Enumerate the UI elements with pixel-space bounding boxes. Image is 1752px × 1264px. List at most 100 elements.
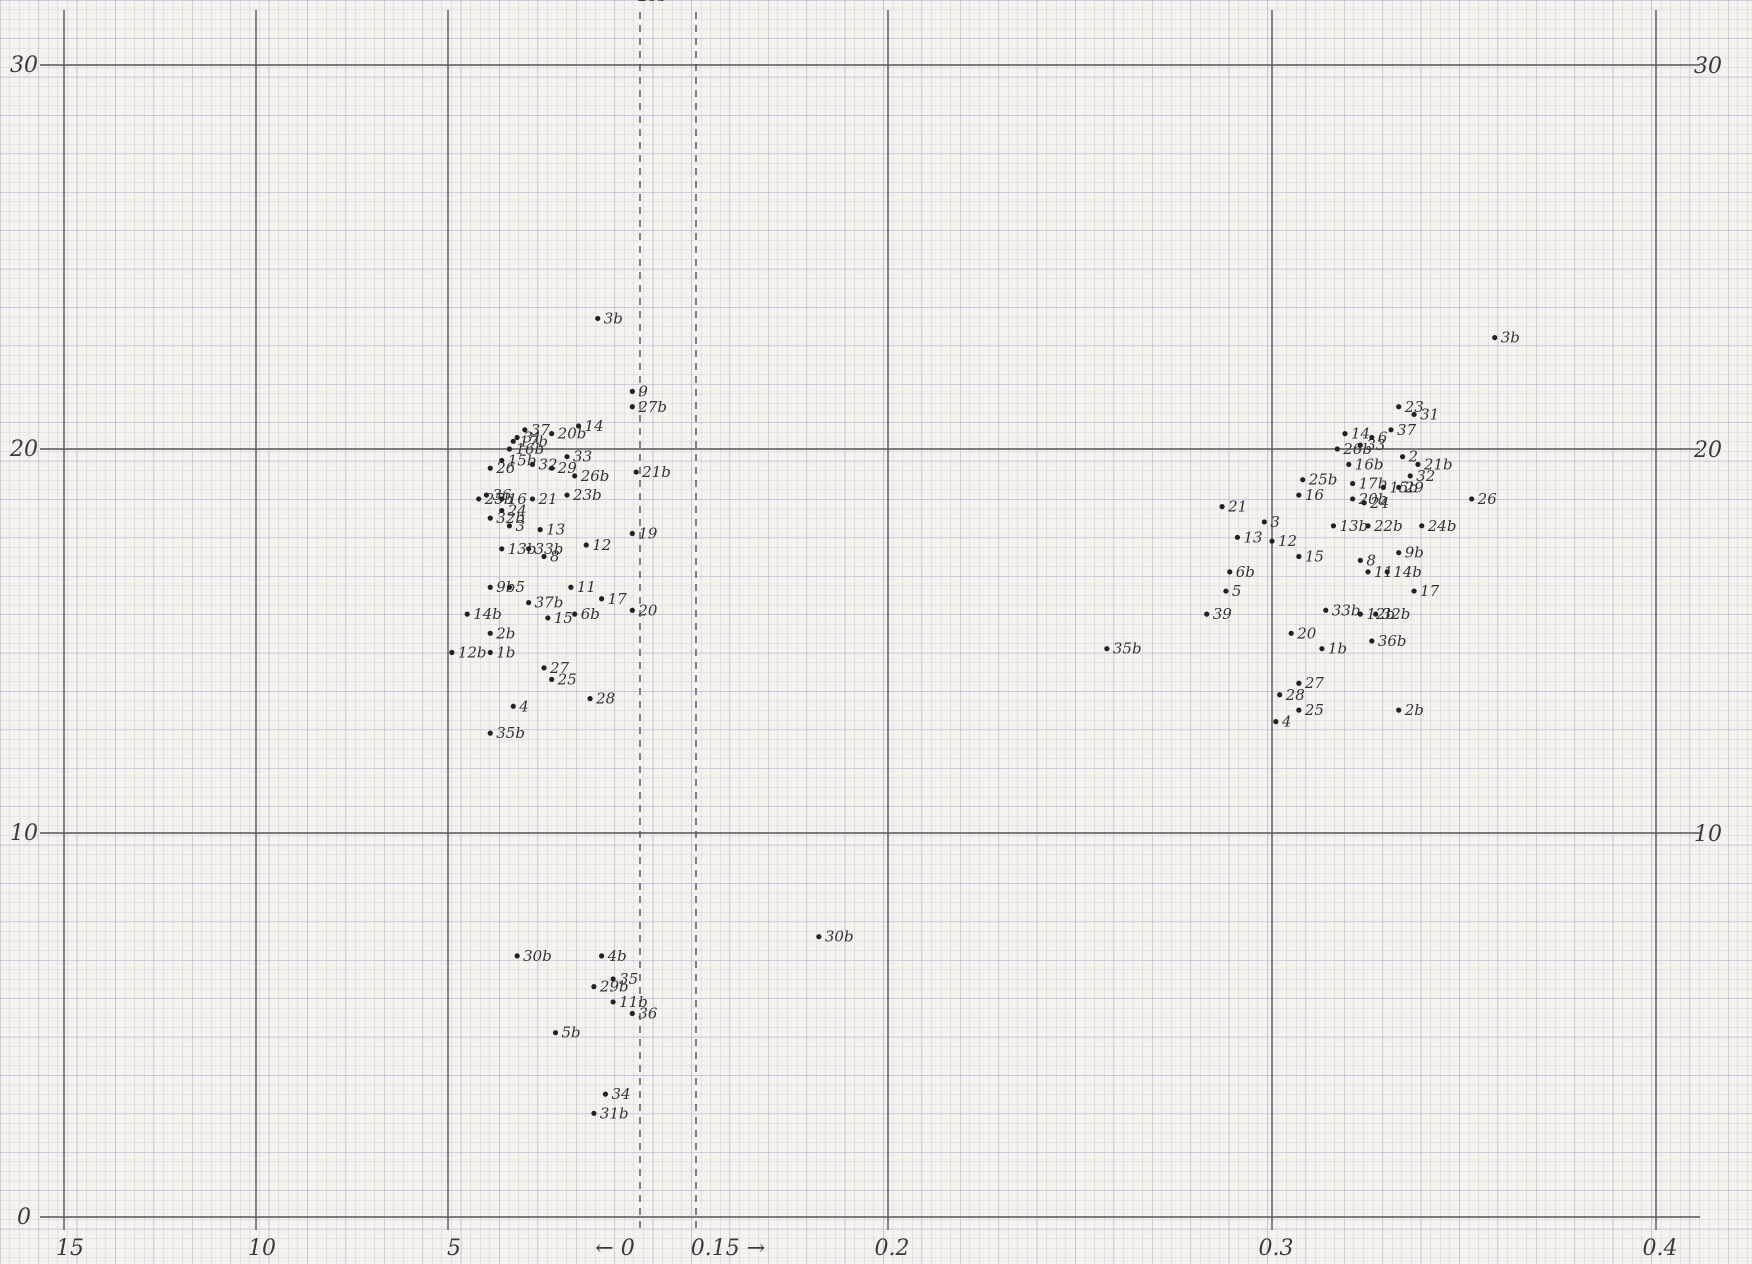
left-point-8 bbox=[541, 553, 547, 560]
right-point-22b bbox=[1365, 523, 1371, 529]
left-point-27b bbox=[629, 404, 635, 410]
left-point-label-30b: 30b bbox=[523, 947, 552, 965]
left-point-label-13b: 13b bbox=[508, 540, 537, 558]
left-point-30b bbox=[514, 953, 520, 959]
left-point-label-35: 35 bbox=[619, 970, 638, 988]
right-point-29 bbox=[1396, 484, 1402, 490]
x-tick-5: 5 bbox=[447, 1236, 461, 1261]
right-point-label-13b: 13b bbox=[1339, 517, 1368, 535]
left-point-20b bbox=[549, 431, 555, 437]
right-point-11 bbox=[1365, 569, 1371, 575]
right-point-label-2: 2 bbox=[1408, 448, 1419, 466]
right-point-14 bbox=[1342, 431, 1348, 437]
left-point-label-37b: 37b bbox=[535, 594, 564, 612]
left-point-13 bbox=[537, 527, 543, 533]
data-points: 28b3b927b1420b373116b17b332615b322926b21… bbox=[449, 0, 1520, 1122]
right-point-14b bbox=[1384, 569, 1390, 575]
right-point-16 bbox=[1296, 492, 1302, 498]
right-point-21b bbox=[1415, 461, 1421, 467]
right-point-15 bbox=[1296, 553, 1302, 560]
left-point-9b bbox=[487, 584, 493, 590]
right-point-label-17: 17 bbox=[1420, 582, 1440, 600]
right-point-20 bbox=[1288, 630, 1294, 636]
right-point-32b bbox=[1373, 611, 1379, 617]
left-point-33 bbox=[564, 454, 570, 460]
left-point-label-25: 25 bbox=[557, 670, 577, 688]
right-point-33 bbox=[1357, 442, 1363, 448]
left-point-37b bbox=[526, 600, 532, 606]
right-point-31 bbox=[1411, 411, 1417, 418]
right-point-12b bbox=[1357, 611, 1363, 617]
left-point-label-32b: 32b bbox=[496, 509, 525, 527]
left-point-label-26b: 26b bbox=[580, 467, 610, 485]
left-point-label-28: 28 bbox=[595, 690, 615, 708]
left-point-label-33b: 33b bbox=[535, 540, 564, 558]
left-point-label-27b: 27b bbox=[637, 398, 667, 416]
left-point-26b bbox=[572, 473, 578, 479]
left-point-label-13: 13 bbox=[546, 521, 565, 539]
right-point-label-30b: 30b bbox=[825, 928, 854, 946]
left-point-label-21b: 21b bbox=[641, 463, 671, 481]
left-point-label-15: 15 bbox=[554, 609, 573, 627]
right-point-label-23: 23 bbox=[1404, 398, 1424, 416]
right-point-label-33: 33 bbox=[1366, 436, 1385, 454]
right-point-label-25: 25 bbox=[1304, 701, 1324, 719]
y-tick-left-10: 10 bbox=[10, 821, 38, 846]
right-point-15b bbox=[1380, 484, 1386, 490]
axis-labels: 0 10 20 30 10 20 30 15 10 5 0.2 0.3 0.4 ← 0 0.15 → bbox=[9, 53, 1722, 1261]
left-point-32b bbox=[487, 515, 493, 521]
right-point-23 bbox=[1396, 404, 1402, 410]
right-point-label-35b: 35b bbox=[1113, 640, 1142, 658]
left-point-15 bbox=[545, 615, 551, 621]
left-point-label-12: 12 bbox=[592, 536, 611, 554]
right-point-39 bbox=[1204, 611, 1210, 617]
left-point-17b bbox=[510, 438, 516, 444]
right-point-label-1b: 1b bbox=[1328, 640, 1347, 658]
left-point-label-1b: 1b bbox=[496, 644, 515, 662]
left-point-label-15b: 15b bbox=[508, 452, 537, 470]
left-point-label-3: 3 bbox=[515, 517, 525, 535]
left-point-31b bbox=[591, 1110, 597, 1116]
right-point-label-29: 29 bbox=[1404, 478, 1425, 496]
left-point-3b bbox=[595, 315, 601, 322]
x-tick-0.4: 0.4 bbox=[1643, 1236, 1678, 1261]
left-point-14 bbox=[575, 423, 582, 429]
right-point-26b bbox=[1334, 446, 1340, 452]
left-point-label-16b: 16b bbox=[515, 440, 544, 458]
left-point-13b bbox=[499, 546, 505, 552]
left-point-35 bbox=[610, 976, 616, 982]
left-point-label-28b: 28b bbox=[637, 0, 667, 5]
right-point-2b bbox=[1396, 707, 1402, 713]
left-point-label-14b: 14b bbox=[473, 605, 502, 623]
right-point-label-26: 26 bbox=[1477, 490, 1498, 508]
left-point-label-20: 20 bbox=[637, 601, 658, 619]
right-point-33b bbox=[1323, 607, 1329, 613]
right-point-label-24b: 24b bbox=[1427, 517, 1457, 535]
right-point-label-14b: 14b bbox=[1393, 563, 1422, 581]
y-tick-left-20: 20 bbox=[9, 437, 38, 462]
left-point-19 bbox=[629, 530, 635, 537]
right-point-label-13: 13 bbox=[1243, 528, 1262, 546]
right-point-12 bbox=[1269, 538, 1275, 544]
left-point-5 bbox=[506, 584, 513, 590]
right-point-36b bbox=[1369, 638, 1375, 644]
right-point-21 bbox=[1219, 504, 1225, 510]
left-point-21 bbox=[529, 496, 536, 502]
right-point-label-6: 6 bbox=[1378, 428, 1388, 446]
left-point-label-36: 36 bbox=[492, 486, 512, 504]
left-point-label-14: 14 bbox=[585, 417, 604, 435]
right-point-24b bbox=[1419, 523, 1425, 529]
left-point-35b bbox=[487, 730, 493, 736]
left-point-24 bbox=[499, 507, 505, 514]
right-point-label-28: 28 bbox=[1285, 686, 1305, 704]
right-point-label-20: 20 bbox=[1296, 624, 1317, 642]
x-tick-10: 10 bbox=[248, 1236, 276, 1261]
right-point-label-5: 5 bbox=[1232, 582, 1242, 600]
right-point-label-3b: 3b bbox=[1501, 329, 1520, 347]
left-point-23b bbox=[564, 492, 570, 498]
left-point-17 bbox=[599, 596, 605, 602]
right-point-26 bbox=[1469, 496, 1475, 502]
right-point-16b bbox=[1346, 461, 1352, 467]
right-point-label-32b: 32b bbox=[1382, 605, 1411, 623]
